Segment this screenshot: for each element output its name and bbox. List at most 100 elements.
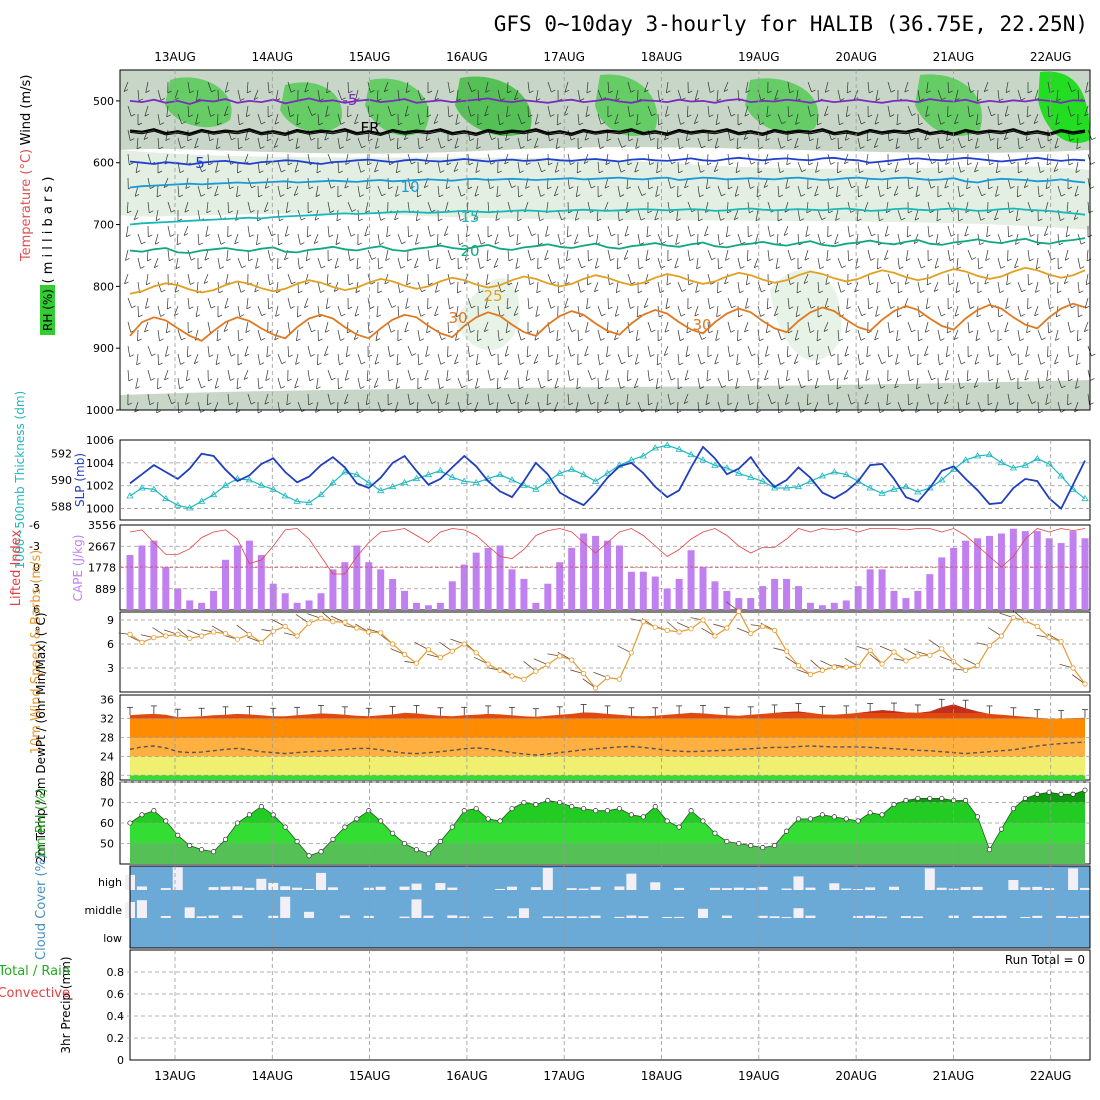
wind-barb [224,297,229,309]
thickness-marker [961,456,970,463]
wind-barb-flag [803,281,809,284]
wind-barb-flag [790,282,795,285]
wind-barb [777,401,779,413]
wind-barb-flag [511,401,516,405]
wind-barb [655,377,659,389]
wind-barb-flag [315,410,320,413]
wind-barb-flag [908,186,914,190]
wind-barb-flag [700,170,705,173]
wind-barb [735,377,739,389]
wind-barb [954,305,959,317]
wind-barb-flag [908,402,913,406]
wind-barb-flag [453,169,459,172]
wind-barb-flag [754,265,759,269]
wind-barb [437,137,442,149]
wind-barb-flag [867,330,872,334]
contour-fr-double [129,130,1086,137]
cape-bar [938,557,946,610]
wind10m-marker [390,641,396,647]
cape-bar [424,605,432,610]
wind-barb-flag [830,353,836,357]
wind-barb-flag [666,282,672,286]
wind-barb-flag [339,146,344,150]
wind-barb [507,249,510,261]
wind-barb [627,273,632,285]
wind-barb [764,369,769,381]
wind-barb [203,273,209,284]
wind-barb [1005,81,1009,93]
wind-barb-flag [276,290,281,294]
wind10m-marker [461,641,467,647]
wind-barb [966,369,969,381]
date-label-top: 20AUG [835,50,877,64]
wind-barb [507,225,511,237]
wind-barb-flag [370,90,375,93]
wind-barb-flag [534,337,540,341]
wind-barb-flag [294,385,299,389]
wind-barb [447,321,449,333]
wind-barb-flag [426,330,431,334]
wind-barb-flag [600,338,605,341]
rh-marker [270,812,276,818]
wind-barb [277,401,281,413]
rh-band [130,843,1085,864]
wind-barb [493,257,499,268]
wind-barb [307,321,312,333]
wind-barb-flag [755,218,761,221]
wind-barb-flag [1026,114,1032,118]
wind10m-marker [724,625,730,631]
thickness-marker [770,484,779,491]
rh-marker [306,853,312,859]
wind-barb [697,185,700,197]
wind-barb [454,353,459,365]
wind-barb-flag [486,258,492,262]
wind-barb-flag [789,90,794,94]
wind-barb-flag [506,306,512,310]
wind-barb-flag [319,98,324,102]
wind10m-barb [523,661,537,672]
cape-bar [293,602,301,610]
cloud-mid-cell [136,900,147,918]
wind-barb-flag [598,170,604,174]
wind-barb-flag [686,138,691,142]
rh-patch [595,74,658,136]
wind-barb [777,377,780,389]
wind-barb-flag [630,90,635,93]
wind-barb-flag [1033,121,1039,124]
wind-barb-flag [248,258,253,262]
wind-barb-flag [424,377,429,381]
wind-barb-flag [337,410,342,414]
wind-barb-flag [477,338,482,342]
wind-barb [177,185,180,197]
rh-marker [724,838,730,845]
wind-barb [496,377,499,389]
wind-barb-flag [1016,410,1022,414]
wind-barb-flag [767,306,772,310]
wind-barb [557,281,560,293]
wind-barb [157,329,160,341]
wind-barb-flag [734,193,740,197]
wind-barb-flag [987,210,992,214]
wind-barb [1075,353,1079,365]
wind-barb-flag [748,234,753,238]
wind-barb [287,81,292,93]
thickness-marker [782,484,791,491]
wind-barb [237,257,243,268]
cloud-mid-cell [662,916,673,918]
wind-barb [857,353,861,365]
wind-barb [195,305,199,317]
cloud-mid-cell [280,896,291,918]
wind-barb-flag [967,162,972,166]
wind-barb-flag [706,186,711,190]
wind-barb-flag [619,194,625,197]
wind-barb-flag [469,354,474,358]
wind-barb-flag [1038,218,1043,222]
wind-barb [937,329,941,341]
wind-barb-flag [814,193,819,197]
wind-barb-flag [785,186,790,189]
wind-barb [487,369,491,381]
wind-barb-flag [498,362,503,366]
wind-barb [767,249,770,261]
wind-barb-flag [978,266,983,270]
